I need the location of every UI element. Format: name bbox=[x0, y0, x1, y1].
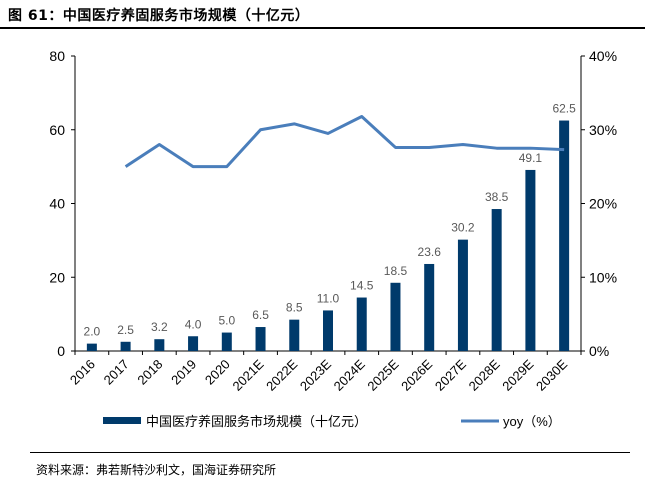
bar-data-label: 14.5 bbox=[350, 279, 374, 293]
x-axis-tick-label: 2029E bbox=[499, 356, 536, 393]
bar-data-label: 30.2 bbox=[451, 221, 475, 235]
bar-data-label: 4.0 bbox=[185, 317, 202, 331]
bar-data-label: 2.0 bbox=[84, 325, 101, 339]
x-axis-tick-label: 2017 bbox=[101, 357, 132, 388]
bar-data-label: 8.5 bbox=[286, 301, 303, 315]
legend-bar-label: 中国医疗养固服务市场规模（十亿元） bbox=[146, 414, 367, 429]
x-axis-tick-label: 2027E bbox=[432, 356, 469, 393]
left-axis-tick-label: 80 bbox=[49, 48, 65, 64]
yoy-line bbox=[124, 114, 565, 169]
x-axis-tick-label: 2016 bbox=[67, 357, 98, 388]
right-axis-tick-label: 30% bbox=[589, 122, 617, 138]
left-axis-tick-label: 40 bbox=[49, 196, 65, 212]
title-divider bbox=[0, 27, 645, 29]
bar-data-label: 3.2 bbox=[151, 320, 168, 334]
bar-data-label: 49.1 bbox=[519, 151, 543, 165]
bar bbox=[356, 297, 367, 351]
bar-data-label: 6.5 bbox=[252, 308, 269, 322]
left-axis-tick-label: 0 bbox=[57, 343, 65, 359]
x-axis-tick-label: 2021E bbox=[229, 356, 266, 393]
chart-legend: 中国医疗养固服务市场规模（十亿元） yoy（%） bbox=[103, 414, 561, 429]
x-axis-tick-labels: 2016 2017 2018 2019 20202021E2022E2023E2024E… bbox=[67, 356, 571, 393]
x-axis-tick-label: 2030E bbox=[533, 356, 570, 393]
x-axis-tick-label: 2023E bbox=[297, 356, 334, 393]
x-axis-tick-label: 2025E bbox=[364, 356, 401, 393]
bar bbox=[390, 282, 401, 351]
x-axis-tick-label: 2024E bbox=[331, 356, 368, 393]
left-axis-tick-label: 20 bbox=[49, 269, 65, 285]
bar-data-label: 2.5 bbox=[117, 323, 134, 337]
bar-data-labels: 2.0 2.5 3.2 4.0 5.0 6.5 8.5 11.0 14.5 18.5 23.6 30.… bbox=[84, 102, 577, 339]
bar bbox=[120, 341, 131, 351]
bar bbox=[559, 120, 570, 351]
x-axis-tick-label: 2028E bbox=[466, 356, 503, 393]
bar bbox=[154, 339, 165, 351]
bar-data-label: 18.5 bbox=[384, 264, 408, 278]
legend-line-label: yoy（%） bbox=[503, 414, 561, 429]
bar bbox=[491, 209, 502, 351]
source-note: 资料来源：弗若斯特沙利文，国海证券研究所 bbox=[36, 463, 277, 477]
bar bbox=[424, 263, 435, 351]
right-axis-tick-label: 40% bbox=[589, 48, 617, 64]
x-axis-tick-label: 2026E bbox=[398, 356, 435, 393]
bar bbox=[255, 327, 266, 351]
bar-data-label: 23.6 bbox=[418, 245, 442, 259]
legend-bar-swatch bbox=[103, 417, 141, 424]
x-axis-tick-label: 2022E bbox=[263, 356, 300, 393]
figure-title: 图 61：中国医疗养固服务市场规模（十亿元） bbox=[8, 8, 310, 24]
source-divider bbox=[30, 452, 630, 453]
bar-data-label: 11.0 bbox=[317, 291, 340, 305]
right-axis-tick-label: 20% bbox=[589, 196, 617, 212]
bar-data-label: 62.5 bbox=[552, 102, 576, 116]
bar bbox=[188, 336, 199, 351]
right-axis-tick-label: 0% bbox=[589, 343, 609, 359]
bar bbox=[323, 310, 333, 351]
x-axis-tick-label: 2018 bbox=[134, 357, 165, 388]
bar-data-label: 38.5 bbox=[485, 190, 509, 204]
bar bbox=[289, 319, 300, 351]
bar bbox=[457, 239, 468, 351]
left-axis-tick-label: 60 bbox=[49, 122, 65, 138]
yoy-line-series bbox=[124, 114, 565, 169]
bar-series bbox=[86, 120, 570, 351]
bar bbox=[221, 332, 232, 351]
bar bbox=[86, 343, 97, 351]
bar bbox=[525, 169, 536, 351]
x-axis-tick-label: 2019 bbox=[168, 357, 199, 388]
bar-data-label: 5.0 bbox=[218, 314, 235, 328]
right-axis-tick-label: 10% bbox=[589, 269, 617, 285]
